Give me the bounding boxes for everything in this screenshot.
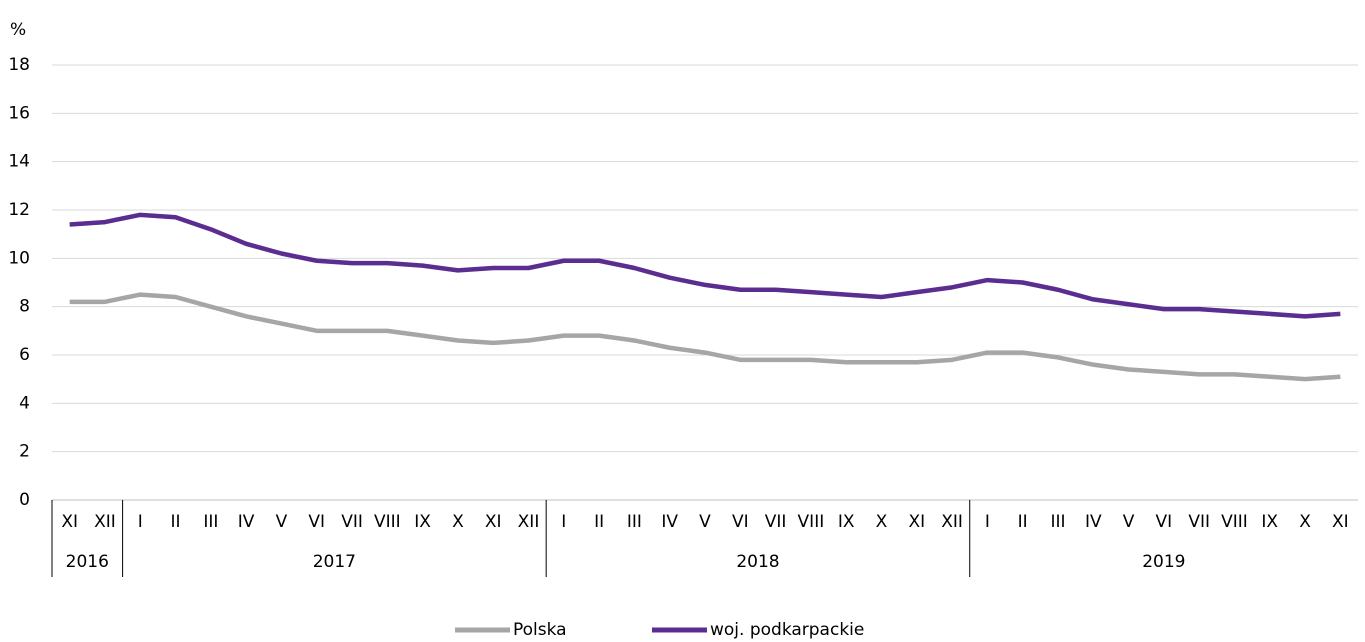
x-tick-label: I bbox=[985, 512, 990, 532]
y-tick-label: 12 bbox=[8, 200, 30, 220]
x-group-label: 2017 bbox=[313, 552, 356, 572]
x-tick-label: X bbox=[452, 512, 464, 532]
y-tick-label: 0 bbox=[19, 490, 30, 510]
legend-label: woj. podkarpackie bbox=[710, 620, 864, 640]
x-tick-label: XI bbox=[485, 512, 502, 532]
x-tick-label: VIII bbox=[1221, 512, 1248, 532]
x-group-label: 2019 bbox=[1142, 552, 1185, 572]
y-tick-label: 6 bbox=[19, 345, 30, 365]
x-tick-label: IX bbox=[838, 512, 855, 532]
y-tick-label: 10 bbox=[8, 248, 30, 268]
y-tick-label: 16 bbox=[8, 103, 30, 123]
x-tick-label: III bbox=[203, 512, 218, 532]
x-tick-label: IV bbox=[238, 512, 255, 532]
x-tick-label: VI bbox=[732, 512, 749, 532]
x-tick-label: X bbox=[876, 512, 888, 532]
x-tick-label: IV bbox=[1085, 512, 1102, 532]
x-tick-label: XI bbox=[1332, 512, 1349, 532]
x-tick-label: II bbox=[171, 512, 181, 532]
y-axis-label: % bbox=[10, 20, 26, 40]
x-tick-label: II bbox=[1018, 512, 1028, 532]
x-tick-label: X bbox=[1299, 512, 1311, 532]
y-tick-label: 2 bbox=[19, 442, 30, 462]
x-tick-label: VII bbox=[765, 512, 787, 532]
x-tick-label: V bbox=[276, 512, 288, 532]
x-tick-label: IV bbox=[661, 512, 678, 532]
x-tick-label: I bbox=[561, 512, 566, 532]
y-tick-label: 4 bbox=[19, 393, 30, 413]
x-tick-label: V bbox=[699, 512, 711, 532]
legend-label: Polska bbox=[513, 620, 567, 640]
x-tick-label: V bbox=[1123, 512, 1135, 532]
x-tick-label: VII bbox=[1188, 512, 1210, 532]
x-tick-label: III bbox=[627, 512, 642, 532]
x-group-label: 2016 bbox=[66, 552, 109, 572]
x-tick-label: III bbox=[1050, 512, 1065, 532]
y-tick-label: 8 bbox=[19, 297, 30, 317]
x-tick-label: XII bbox=[941, 512, 963, 532]
x-tick-label: IX bbox=[414, 512, 431, 532]
x-tick-label: XI bbox=[61, 512, 78, 532]
x-tick-label: VII bbox=[341, 512, 363, 532]
x-group-label: 2018 bbox=[736, 552, 779, 572]
x-tick-label: XI bbox=[908, 512, 925, 532]
x-tick-label: XII bbox=[94, 512, 116, 532]
x-tick-label: VI bbox=[308, 512, 325, 532]
x-tick-label: VIII bbox=[798, 512, 825, 532]
x-tick-label: IX bbox=[1261, 512, 1278, 532]
x-tick-label: VI bbox=[1156, 512, 1173, 532]
line-series bbox=[69, 212, 1341, 319]
y-tick-label: 18 bbox=[8, 55, 30, 75]
line-series bbox=[69, 292, 1341, 382]
x-tick-label: II bbox=[594, 512, 604, 532]
x-tick-label: I bbox=[138, 512, 143, 532]
y-tick-label: 14 bbox=[8, 152, 30, 172]
x-tick-label: XII bbox=[518, 512, 540, 532]
x-tick-label: VIII bbox=[374, 512, 401, 532]
